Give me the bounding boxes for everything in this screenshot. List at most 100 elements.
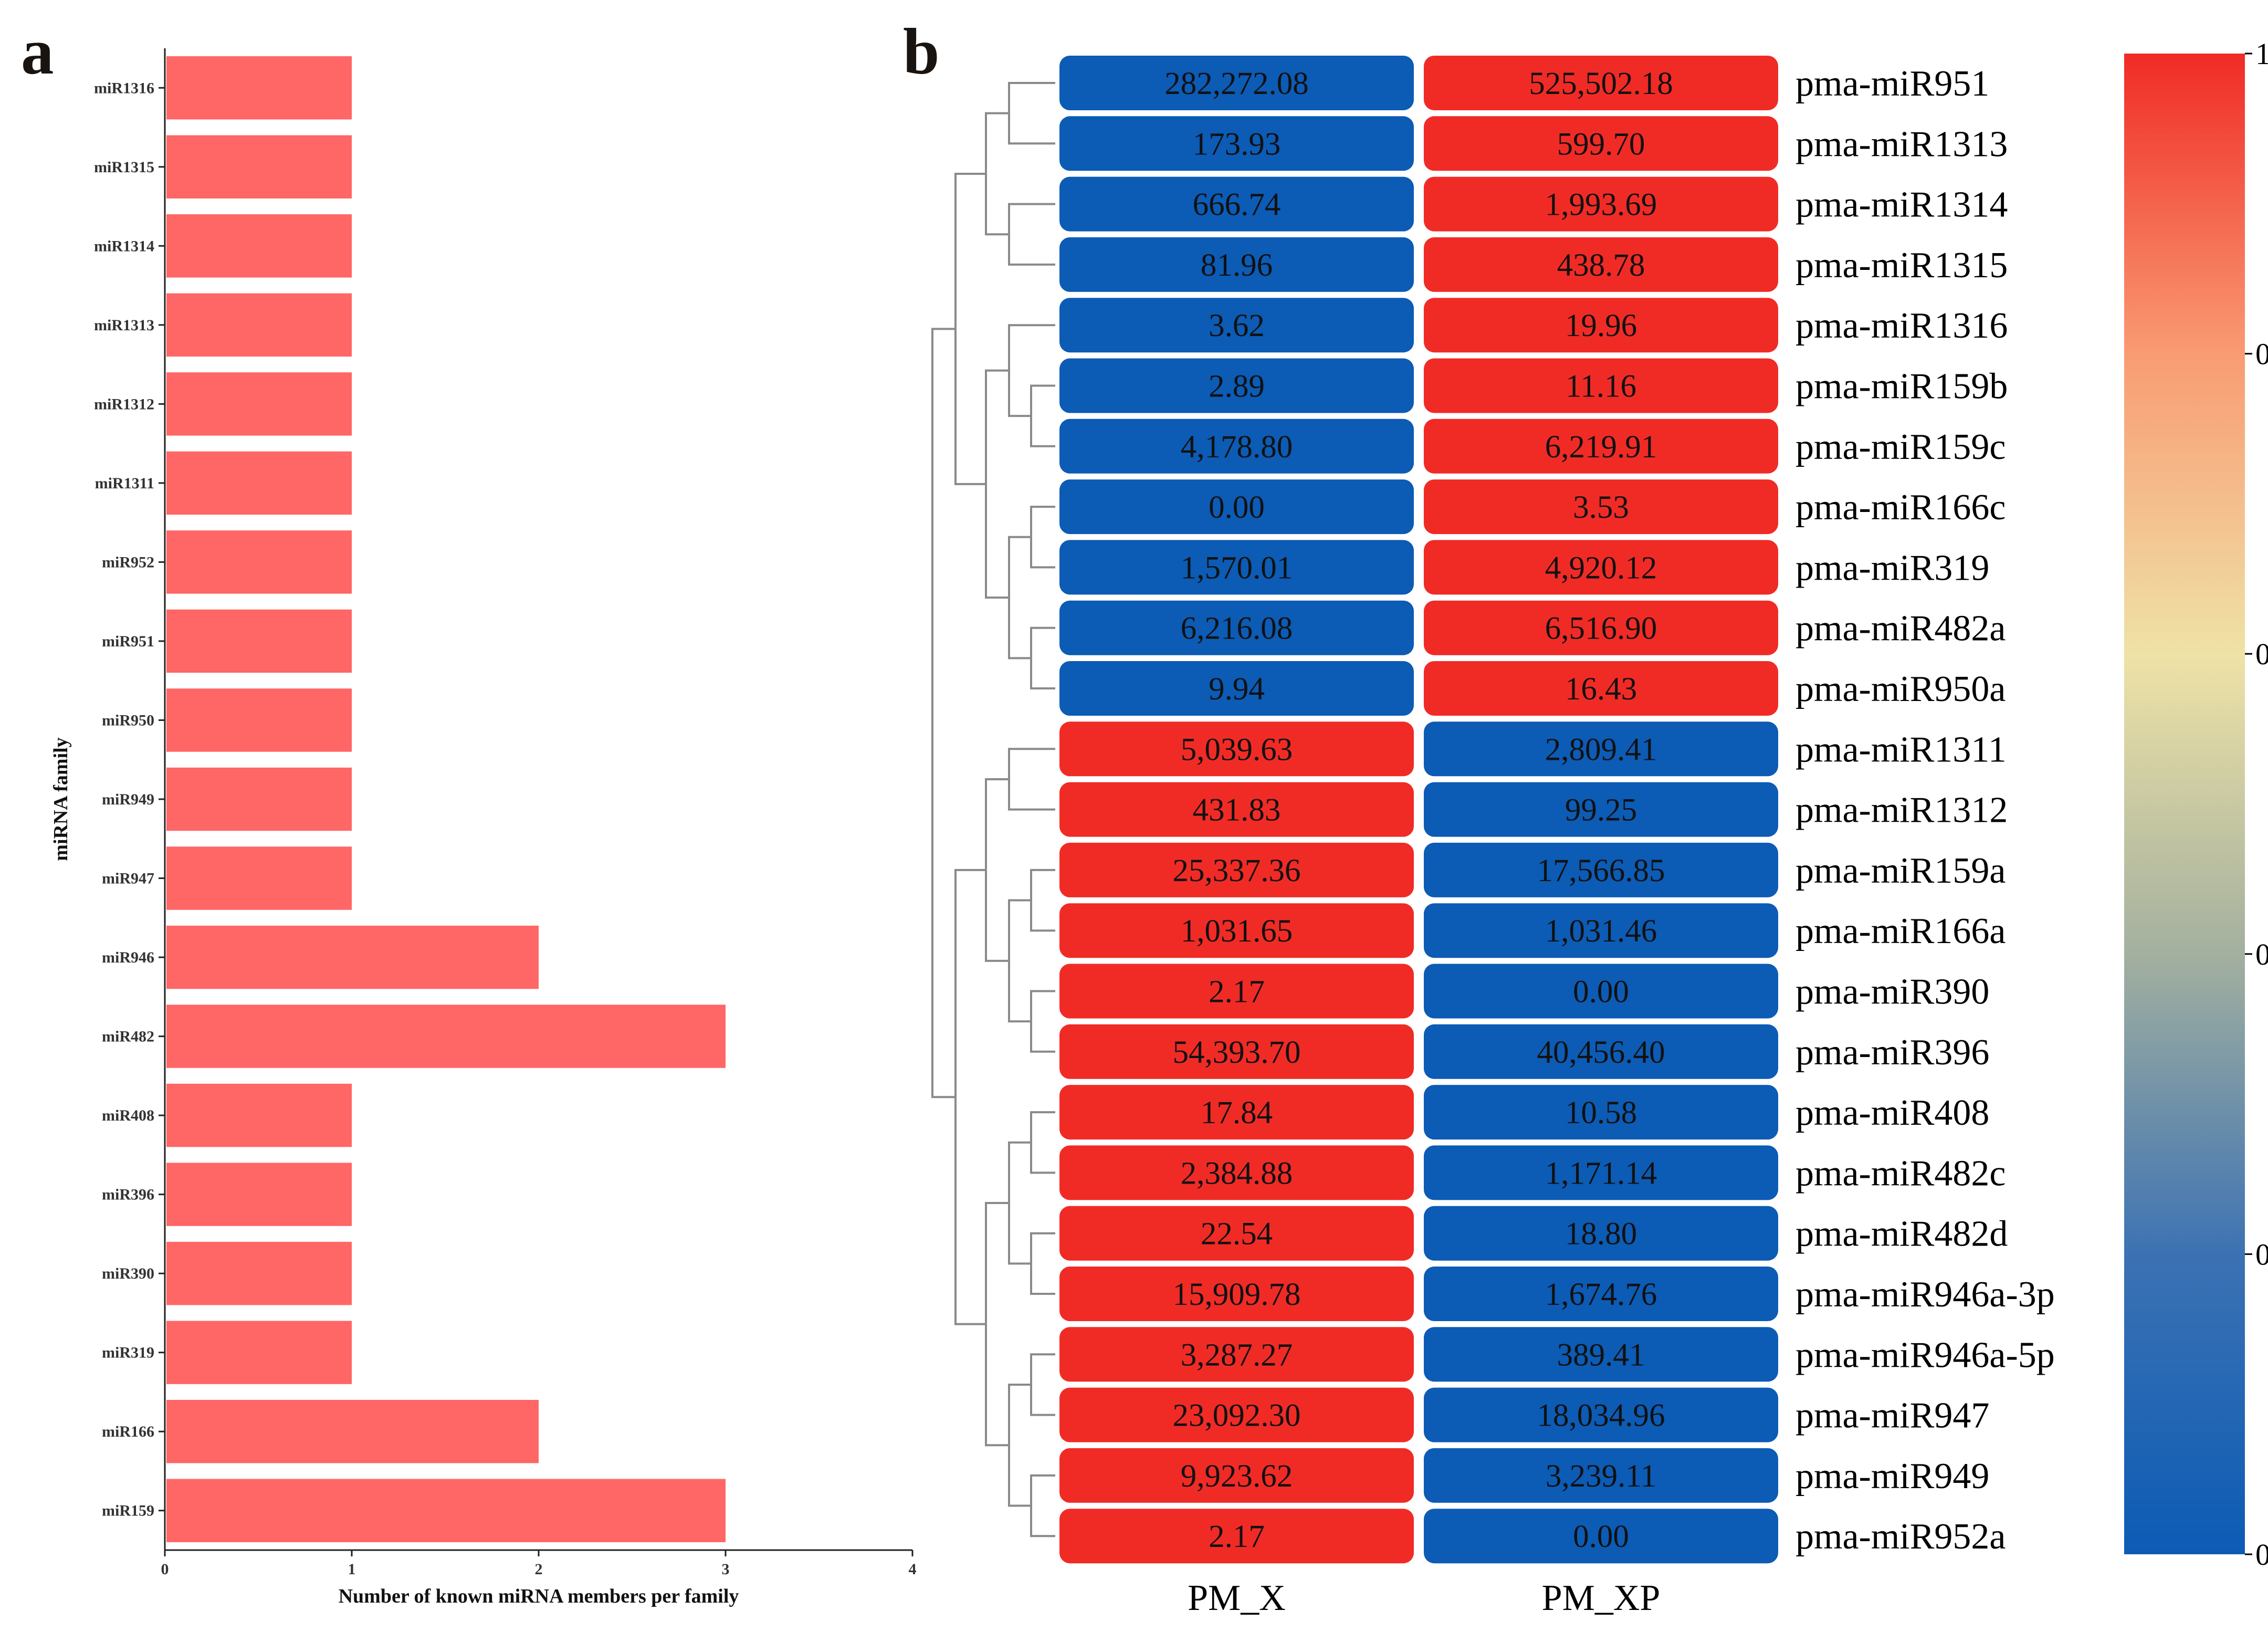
cell-value-label: 282,272.08 <box>1164 66 1309 101</box>
cell-value-label: 6,219.91 <box>1545 430 1657 465</box>
colorbar: 0.00 0.20 0.40 0.60 0.80 1.00 <box>2124 37 2268 1572</box>
bar-miR166 <box>166 1400 539 1463</box>
y-tick-label: miR949 <box>102 791 154 808</box>
bar-miR1311 <box>166 451 352 515</box>
bar-miR482 <box>166 1005 726 1068</box>
heatmap-cell <box>1424 358 1778 413</box>
row-label: pma-miR946a-3p <box>1796 1274 2055 1315</box>
heatmap-cell <box>1424 479 1778 535</box>
dendrogram-branch <box>1008 203 1055 266</box>
bar-miR1314 <box>166 214 352 278</box>
heatmap-cell <box>1059 116 1414 171</box>
dendrogram-branch <box>1008 899 1031 1023</box>
heatmap-cell <box>1424 1387 1778 1442</box>
cell-value-label: 15,909.78 <box>1173 1277 1301 1312</box>
bar-miR319 <box>166 1321 352 1384</box>
dendrogram-branch <box>1030 626 1055 689</box>
y-tick-label: miR482 <box>102 1028 154 1045</box>
cell-value-label: 599.70 <box>1557 127 1645 162</box>
bar-miR1313 <box>166 293 352 357</box>
heatmap-cell <box>1424 1085 1778 1140</box>
panel-label-b: b <box>903 16 940 88</box>
colorbar-gradient <box>2124 54 2245 1554</box>
row-label: pma-miR946a-5p <box>1796 1335 2055 1375</box>
cell-value-label: 3,239.11 <box>1546 1459 1656 1494</box>
cell-value-label: 22.54 <box>1201 1217 1273 1252</box>
row-label: pma-miR482d <box>1796 1214 2008 1254</box>
row-label: pma-miR482c <box>1796 1153 2006 1194</box>
y-tick-label: miR946 <box>102 949 154 966</box>
dendrogram-branch <box>1030 1474 1055 1537</box>
cell-value-label: 25,337.36 <box>1173 853 1301 888</box>
bar-miR1315 <box>166 135 352 198</box>
cell-value-label: 389.41 <box>1557 1337 1645 1373</box>
dendrogram-branch <box>985 369 1009 599</box>
row-label: pma-miR319 <box>1796 548 1989 588</box>
cell-value-label: 3.53 <box>1573 490 1629 525</box>
bar-miR946 <box>166 925 539 989</box>
heatmap-cell <box>1059 56 1414 110</box>
x-tick-label: 0 <box>161 1561 169 1578</box>
dendrogram-branch <box>1030 869 1055 932</box>
dendrogram-branch <box>985 112 1009 236</box>
x-tick-label: 1 <box>348 1561 356 1578</box>
cell-value-label: 11.16 <box>1566 369 1636 404</box>
heatmap-cell <box>1424 1448 1778 1503</box>
heatmap-cell <box>1059 1509 1414 1564</box>
bar-miR1312 <box>166 372 352 436</box>
dendrogram-branch <box>1030 506 1055 569</box>
row-label: pma-miR1311 <box>1796 729 2007 770</box>
row-label: pma-miR159b <box>1796 367 2008 407</box>
dendrogram-branch <box>1030 990 1055 1053</box>
cell-value-label: 9.94 <box>1209 672 1265 707</box>
y-tick-label: miR952 <box>102 553 154 571</box>
bar-miR951 <box>166 609 352 673</box>
heatmap-cell <box>1059 782 1414 837</box>
row-label: pma-miR1316 <box>1796 306 2008 346</box>
cell-value-label: 81.96 <box>1201 248 1273 283</box>
dendrogram-branch <box>1008 748 1055 811</box>
bar-miR408 <box>166 1083 352 1147</box>
heatmap-panel-b: 282,272.08 525,502.18 173.93 599.70 666.74 1,… <box>931 37 2268 1618</box>
heatmap-cell <box>1424 1206 1778 1261</box>
cell-value-label: 666.74 <box>1193 187 1281 223</box>
cell-value-label: 16.43 <box>1565 672 1637 707</box>
dendrogram-branch <box>1030 1353 1055 1416</box>
x-tick-label: 3 <box>722 1561 730 1578</box>
heatmap-cell <box>1059 721 1414 777</box>
heatmap-cell <box>1059 1387 1414 1442</box>
cell-value-label: 1,993.69 <box>1545 187 1657 223</box>
dendrogram-branch <box>1008 536 1031 660</box>
bar-miR947 <box>166 846 352 910</box>
row-dendrogram <box>931 82 1055 1537</box>
bar-chart-panel-a: miR1316 miR1315 miR1314 miR1313 miR1312 miR13… <box>50 48 917 1607</box>
cell-value-label: 6,516.90 <box>1545 611 1657 646</box>
cell-value-label: 1,171.14 <box>1545 1156 1657 1191</box>
heatmap-cell <box>1424 903 1778 958</box>
y-axis-title: miRNA family <box>50 737 72 861</box>
cell-value-label: 18,034.96 <box>1537 1398 1665 1434</box>
panel-label-a: a <box>21 16 54 88</box>
y-tick-label: miR159 <box>102 1502 154 1520</box>
cell-value-label: 0.00 <box>1573 975 1629 1010</box>
colorbar-tick-label: 1.00 <box>2255 37 2268 71</box>
x-axis-title: Number of known miRNA members per family <box>339 1585 739 1607</box>
bar-miR950 <box>166 688 352 752</box>
cell-value-label: 2.17 <box>1209 975 1265 1010</box>
x-tick-label: 4 <box>909 1561 917 1578</box>
heatmap-cell <box>1059 964 1414 1019</box>
heatmap-cell <box>1424 1327 1778 1382</box>
bar-miR159 <box>166 1479 726 1542</box>
heatmap-cell <box>1424 842 1778 897</box>
cell-value-label: 0.00 <box>1573 1519 1629 1554</box>
row-label: pma-miR1315 <box>1796 245 2008 286</box>
heatmap-cell <box>1424 1145 1778 1200</box>
heatmap-cell <box>1424 964 1778 1019</box>
heatmap-cell <box>1424 116 1778 171</box>
dendrogram-branch <box>1030 1232 1055 1295</box>
y-tick-label: miR408 <box>102 1107 154 1124</box>
cell-value-label: 431.83 <box>1193 793 1281 828</box>
cell-value-label: 23,092.30 <box>1173 1398 1301 1434</box>
row-label: pma-miR949 <box>1796 1456 1989 1497</box>
